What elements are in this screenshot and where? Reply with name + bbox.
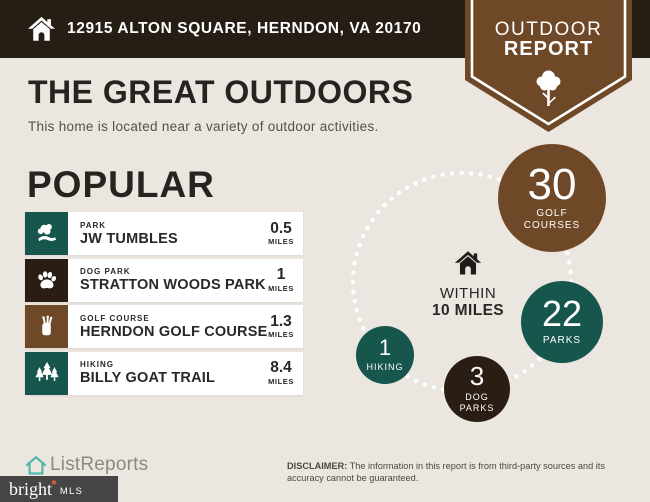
bubble-dog-parks: 3 DOG PARKS (444, 356, 510, 422)
bright-mls-watermark: bright ✱ MLS (0, 476, 118, 502)
golf-bag-icon (25, 305, 68, 348)
item-name: JW TUMBLES (80, 230, 178, 247)
item-category: HIKING (80, 360, 114, 369)
bubble-parks: 22 PARKS (521, 281, 603, 363)
item-distance: 0.5 (270, 219, 292, 237)
item-distance: 1.3 (270, 312, 292, 330)
item-name: HERNDON GOLF COURSE (80, 323, 268, 340)
page-title: THE GREAT OUTDOORS (28, 74, 414, 110)
listreports-logo: ListReports (25, 454, 148, 476)
item-distance-unit: MILES (268, 330, 294, 340)
bubble-value: 1 (378, 334, 392, 360)
bubble-value: 3 (469, 361, 485, 392)
within-label: WITHIN (439, 285, 497, 302)
bubble-value: 30 (527, 159, 577, 209)
park-icon (25, 212, 68, 255)
bright-wordmark: bright (9, 479, 52, 499)
item-name: BILLY GOAT TRAIL (80, 370, 216, 386)
item-category: GOLF COURSE (80, 313, 150, 323)
item-distance-unit: MILES (268, 237, 294, 247)
bubble-label: GOLF COURSES (523, 208, 581, 232)
bubble-value: 22 (541, 293, 583, 335)
popular-list: PARK JW TUMBLES 0.5 MILES DOG PARK (25, 212, 303, 398)
item-category: PARK (80, 220, 107, 230)
popular-heading: POPULAR (27, 164, 215, 205)
home-icon (454, 251, 482, 275)
pine-trees-icon (25, 351, 68, 395)
listreports-house-icon (25, 455, 47, 475)
list-item-hiking: HIKING BILLY GOAT TRAIL 8.4 MILES (25, 351, 303, 395)
listreports-wordmark: ListReports (50, 454, 149, 475)
item-distance-unit: MILES (268, 376, 294, 386)
bright-spark-icon: ✱ (51, 480, 57, 487)
badge-line1: OUTDOOR (495, 19, 603, 40)
paw-icon (25, 258, 68, 302)
page-subtitle: This home is located near a variety of o… (28, 118, 379, 134)
disclaimer-body: The information in this report is from t… (287, 461, 605, 483)
badge-line2: REPORT (504, 38, 593, 60)
outdoor-report-badge: OUTDOOR REPORT (465, 0, 632, 132)
mls-label: MLS (59, 485, 84, 497)
item-distance-unit: MILES (268, 283, 294, 293)
tree-icon (536, 70, 561, 106)
item-distance: 1 (276, 266, 286, 284)
list-item-golf-course: GOLF COURSE HERNDON GOLF COURSE 1.3 MILE… (25, 305, 303, 348)
radius-center: WITHIN 10 MILES (418, 250, 518, 320)
item-name: STRATTON WOODS PARK (80, 277, 266, 293)
list-item-dog-park: DOG PARK STRATTON WOODS PARK 1 MILES (25, 258, 303, 302)
bubble-golf-courses: 30 GOLF COURSES (498, 144, 606, 252)
bubble-label: DOG PARKS (459, 392, 495, 413)
bubble-hiking: 1 HIKING (356, 326, 414, 384)
list-item-park: PARK JW TUMBLES 0.5 MILES (25, 212, 303, 255)
bubble-label: PARKS (542, 334, 582, 346)
home-icon (28, 16, 55, 41)
disclaimer-label: DISCLAIMER: (287, 461, 348, 471)
item-distance: 8.4 (270, 359, 292, 377)
miles-label: 10 MILES (431, 302, 505, 319)
disclaimer-text: DISCLAIMER: The information in this repo… (287, 461, 635, 485)
bubble-label: HIKING (366, 361, 404, 372)
item-category: DOG PARK (80, 267, 131, 276)
property-address: 12915 ALTON SQUARE, HERNDON, VA 20170 (67, 20, 422, 37)
